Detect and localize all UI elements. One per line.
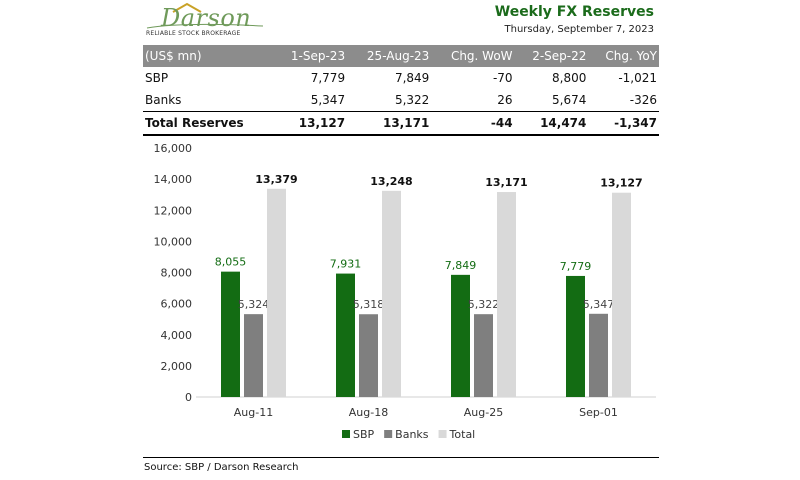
table-header-col: Chg. WoW	[431, 45, 515, 67]
y-tick-label: 0	[185, 391, 192, 404]
bar-sbp	[221, 271, 240, 397]
y-tick-label: 16,000	[154, 142, 193, 155]
table-header-col: 2-Sep-22	[514, 45, 589, 67]
table-cell: -70	[492, 71, 513, 85]
table-cell: 14,474	[514, 111, 589, 136]
logo-tagline: RELIABLE STOCK BROKERAGE	[146, 30, 241, 37]
data-label-sbp: 8,055	[215, 256, 247, 269]
y-tick-label: 14,000	[154, 173, 193, 186]
data-label-banks: 5,347	[583, 298, 615, 311]
data-label-banks: 5,322	[468, 298, 500, 311]
table-row: SBP 7,779 7,849 -70 8,800 -1,021	[143, 67, 659, 89]
legend-label-total: Total	[449, 428, 476, 441]
bar-total	[612, 192, 631, 397]
data-label-sbp: 7,779	[560, 260, 592, 273]
bar-banks	[244, 314, 263, 397]
table-cell: 13,127	[273, 111, 348, 136]
y-tick-label: 4,000	[161, 329, 193, 342]
legend-swatch-sbp	[342, 430, 350, 438]
table-cell: 13,171	[347, 111, 432, 136]
fx-reserves-card: Darson RELIABLE STOCK BROKERAGE Weekly F…	[141, 0, 660, 480]
table-cell: 5,347	[310, 93, 346, 107]
table-cell: 7,779	[310, 71, 346, 85]
legend-label-banks: Banks	[395, 428, 429, 441]
table-cell: -326	[629, 93, 657, 107]
x-tick-label: Aug-25	[464, 406, 503, 419]
table-cell: 8,800	[552, 71, 587, 85]
y-tick-label: 2,000	[161, 360, 193, 373]
logo-wordmark: Darson	[161, 4, 252, 32]
x-tick-label: Aug-11	[234, 406, 273, 419]
darson-logo: Darson RELIABLE STOCK BROKERAGE	[143, 2, 273, 40]
bar-sbp	[451, 274, 470, 397]
table-total-row: Total Reserves 13,127 13,171 -44 14,474 …	[143, 111, 659, 136]
data-label-banks: 5,324	[238, 298, 270, 311]
table-header-unit: (US$ mn)	[143, 45, 274, 67]
y-tick-label: 12,000	[154, 204, 193, 217]
data-label-total: 13,171	[485, 176, 527, 189]
fx-reserves-table: (US$ mn) 1-Sep-23 25-Aug-23 Chg. WoW 2-S…	[143, 45, 659, 136]
table-cell: -1,347	[588, 111, 659, 136]
bar-total	[497, 192, 516, 397]
bar-banks	[359, 314, 378, 397]
table-cell: -44	[431, 111, 515, 136]
logo-roof-icon	[146, 2, 264, 29]
x-tick-label: Aug-18	[349, 406, 388, 419]
fx-reserves-bar-chart: 0 2,000 4,000 6,000 8,000 10,000 12,000 14,000 1…	[154, 142, 656, 441]
table-header-col: Chg. YoY	[588, 45, 659, 67]
table-cell: 26	[497, 93, 513, 107]
table-cell: 5,322	[394, 93, 430, 107]
table-row: Banks 5,347 5,322 26 5,674 -326	[143, 89, 659, 112]
table-header-row: (US$ mn) 1-Sep-23 25-Aug-23 Chg. WoW 2-S…	[143, 45, 659, 67]
table-cell: Banks	[145, 93, 182, 107]
table-header-col: 1-Sep-23	[273, 45, 348, 67]
y-tick-label: 10,000	[154, 235, 193, 248]
table-cell: Total Reserves	[143, 111, 274, 136]
data-label-sbp: 7,931	[330, 258, 362, 271]
data-label-banks: 5,318	[353, 298, 385, 311]
bar-banks	[589, 313, 608, 397]
bar-total	[382, 190, 401, 397]
table-cell: -1,021	[618, 71, 657, 85]
data-label-sbp: 7,849	[445, 259, 477, 272]
bar-banks	[474, 314, 493, 397]
data-label-total: 13,248	[370, 175, 412, 188]
legend-swatch-total	[438, 430, 447, 438]
table-cell: 7,849	[394, 71, 430, 85]
data-label-total: 13,127	[600, 177, 642, 190]
footer-divider	[143, 457, 659, 458]
legend-swatch-banks	[384, 430, 393, 438]
table-cell: SBP	[145, 71, 169, 85]
y-tick-label: 8,000	[161, 267, 193, 280]
table-cell: 5,674	[552, 93, 587, 107]
page-title: Weekly FX Reserves	[494, 4, 654, 20]
x-tick-label: Sep-01	[579, 406, 618, 419]
bar-total	[267, 188, 286, 397]
report-date: Thursday, September 7, 2023	[504, 24, 654, 35]
data-label-total: 13,379	[255, 173, 297, 186]
y-tick-label: 6,000	[161, 298, 193, 311]
table-header-col: 25-Aug-23	[347, 45, 432, 67]
source-note: Source: SBP / Darson Research	[144, 462, 299, 473]
bar-sbp	[566, 275, 585, 397]
bar-sbp	[336, 273, 355, 397]
legend-label-sbp: SBP	[353, 428, 375, 441]
